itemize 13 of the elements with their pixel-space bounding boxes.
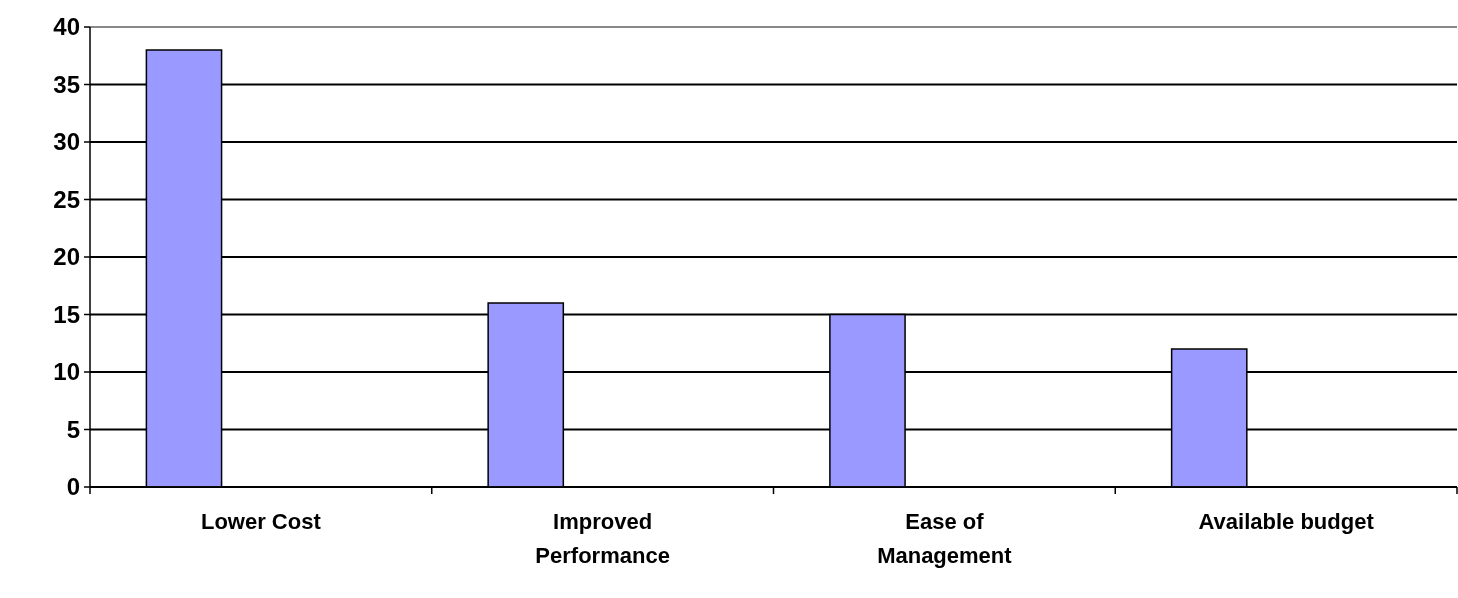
y-tick-label: 25 bbox=[53, 185, 80, 213]
y-tick-label: 0 bbox=[66, 473, 80, 501]
y-tick-label: 40 bbox=[53, 13, 80, 41]
x-tick-label: Improved Performance bbox=[535, 509, 670, 568]
y-tick-label: 10 bbox=[53, 358, 80, 386]
x-tick-label: Ease of Management bbox=[877, 509, 1013, 568]
x-tick-label: Available budget bbox=[1198, 509, 1375, 534]
y-tick-label: 15 bbox=[53, 300, 80, 328]
y-tick-label: 30 bbox=[53, 128, 80, 156]
x-tick-label: Lower Cost bbox=[200, 509, 322, 534]
y-tick-label: 5 bbox=[66, 415, 80, 443]
y-tick-label: 35 bbox=[53, 70, 80, 98]
y-tick-label: 20 bbox=[53, 243, 80, 271]
